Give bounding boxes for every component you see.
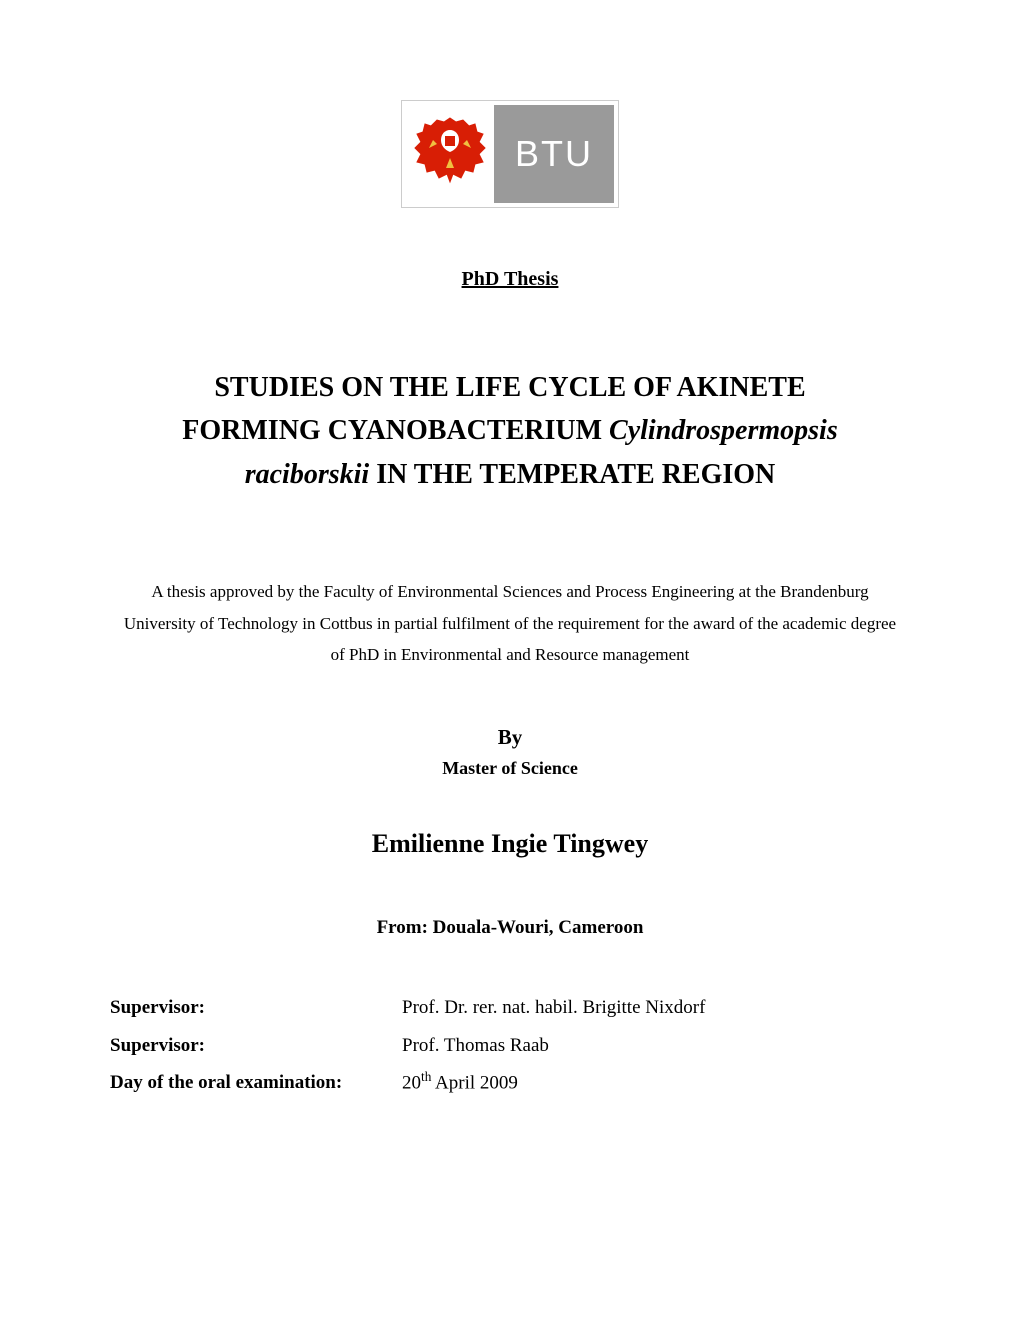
info-table: Supervisor: Prof. Dr. rer. nat. habil. B… <box>110 989 910 1100</box>
title-line-2-prefix: FORMING CYANOBACTERIUM <box>182 415 609 446</box>
document-type: PhD Thesis <box>110 268 910 291</box>
exam-date-value: 20th April 2009 <box>402 1064 518 1101</box>
degree-label: Master of Science <box>110 758 910 779</box>
author-name: Emilienne Ingie Tingwey <box>110 829 910 859</box>
exam-date-row: Day of the oral examination: 20th April … <box>110 1064 910 1101</box>
btu-text-block: BTU <box>494 105 614 203</box>
by-label: By <box>110 725 910 750</box>
btu-letters: BTU <box>515 133 593 175</box>
thesis-title: STUDIES ON THE LIFE CYCLE OF AKINETE FOR… <box>110 366 910 496</box>
brandenburg-crest <box>406 105 494 203</box>
supervisor-row-1: Supervisor: Prof. Dr. rer. nat. habil. B… <box>110 989 910 1026</box>
title-line-3-suffix: IN THE TEMPERATE REGION <box>369 459 775 490</box>
exam-date-label: Day of the oral examination: <box>110 1064 402 1101</box>
university-logo: BTU <box>401 100 619 208</box>
by-section: By Master of Science <box>110 725 910 779</box>
approval-statement: A thesis approved by the Faculty of Envi… <box>110 576 910 670</box>
supervisor-value-1: Prof. Dr. rer. nat. habil. Brigitte Nixd… <box>402 989 705 1026</box>
supervisor-label-2: Supervisor: <box>110 1027 402 1064</box>
author-origin: From: Douala-Wouri, Cameroon <box>110 917 910 939</box>
date-day: 20 <box>402 1072 421 1093</box>
title-line-1: STUDIES ON THE LIFE CYCLE OF AKINETE <box>214 372 805 403</box>
date-rest: April 2009 <box>431 1072 518 1093</box>
title-species-2: raciborskii <box>245 459 369 490</box>
date-ordinal: th <box>421 1069 431 1084</box>
supervisor-label-1: Supervisor: <box>110 989 402 1026</box>
supervisor-row-2: Supervisor: Prof. Thomas Raab <box>110 1027 910 1064</box>
title-species-1: Cylindrospermopsis <box>609 415 838 446</box>
supervisor-value-2: Prof. Thomas Raab <box>402 1027 549 1064</box>
logo-container: BTU <box>110 100 910 208</box>
